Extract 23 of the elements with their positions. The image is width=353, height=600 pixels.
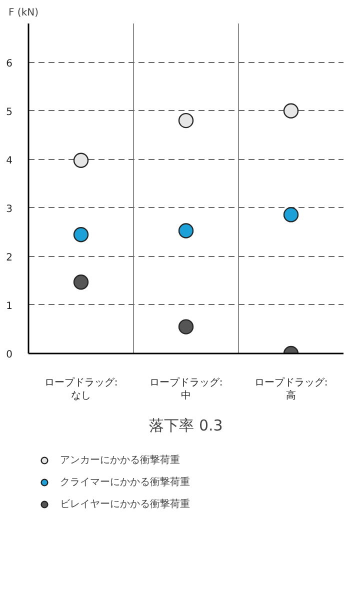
x-tick-label: ロープドラッグ: なし [44, 376, 118, 402]
legend-label: クライマーにかかる衝撃荷重 [60, 476, 190, 489]
point [178, 112, 194, 128]
y-tick-label: 2 [6, 252, 13, 264]
text: 落下率 0.3 [149, 416, 223, 434]
legend-label: ビレイヤーにかかる衝撃荷重 [60, 498, 190, 511]
point [73, 152, 89, 168]
point [73, 227, 89, 242]
point [283, 207, 299, 222]
point [73, 274, 89, 290]
legend-label: アンカーにかかる衝撃荷重 [60, 454, 180, 467]
y-tick-label: 5 [6, 106, 13, 118]
y-tick-label: 1 [6, 300, 13, 312]
x-tick-label: ロープドラッグ: 中 [149, 376, 223, 402]
point [178, 319, 194, 334]
y-axis-title: F (kN) [8, 8, 39, 18]
y-tick-label: 3 [6, 204, 13, 215]
x-tick-label: ロープドラッグ: 高 [254, 376, 328, 402]
y-tick-label: 6 [6, 58, 13, 70]
y-tick-label: 0 [6, 350, 13, 360]
point [283, 103, 299, 118]
y-tick-label: 4 [6, 155, 13, 166]
point [178, 223, 194, 238]
